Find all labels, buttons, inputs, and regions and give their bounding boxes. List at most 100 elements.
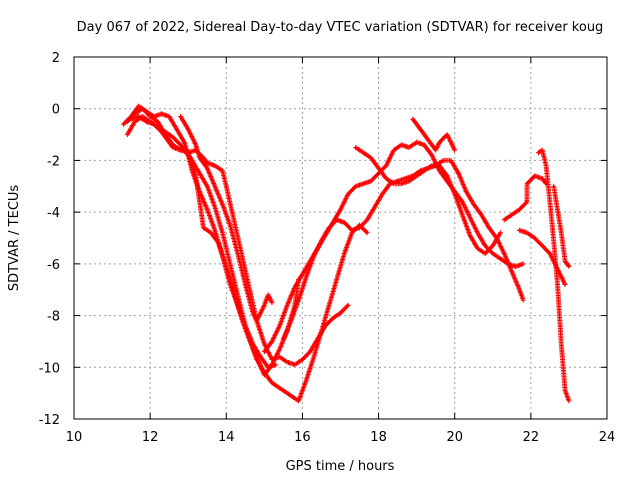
data-point	[370, 180, 372, 182]
data-point	[198, 157, 201, 159]
data-point	[297, 400, 300, 402]
data-point	[179, 115, 182, 118]
data-point	[229, 263, 231, 265]
data-point	[354, 146, 357, 149]
data-point	[149, 115, 151, 118]
series-arc-12	[536, 147, 572, 404]
data-point	[393, 149, 395, 151]
data-point	[301, 389, 304, 392]
data-point	[126, 133, 129, 136]
data-point	[438, 170, 441, 172]
data-point	[404, 177, 407, 180]
data-point	[244, 325, 247, 327]
data-point	[275, 363, 277, 366]
y-tick-labels: -12 -10 -8 -6 -4 -2 0 2	[39, 51, 60, 428]
data-point	[320, 330, 323, 332]
x-tick-label: 18	[370, 430, 387, 445]
data-point	[423, 144, 426, 146]
data-point	[278, 387, 281, 389]
data-point	[412, 118, 414, 120]
x-tick-label: 16	[294, 430, 311, 445]
data-point	[286, 392, 289, 394]
x-tick-label: 12	[142, 430, 159, 445]
data-point	[374, 206, 376, 208]
data-point	[503, 252, 506, 255]
data-point	[297, 299, 300, 301]
data-point	[179, 144, 182, 146]
data-point	[233, 291, 235, 294]
data-point	[244, 283, 247, 286]
x-tick-labels: 10 12 14 16 18 20 22 24	[66, 430, 616, 445]
data-point	[526, 232, 528, 234]
data-point	[450, 159, 452, 162]
data-point	[290, 319, 292, 322]
data-point	[141, 107, 144, 110]
data-point	[431, 154, 433, 157]
data-point	[240, 252, 243, 255]
data-point	[313, 356, 315, 358]
data-point	[206, 208, 209, 211]
series-markers	[128, 114, 370, 404]
data-point	[362, 151, 365, 154]
data-point	[370, 157, 372, 159]
data-point	[514, 265, 517, 268]
data-point	[351, 229, 353, 231]
data-point	[183, 146, 186, 149]
data-point	[198, 201, 201, 203]
data-point	[354, 185, 357, 188]
data-point	[423, 170, 426, 172]
data-point	[511, 270, 513, 273]
data-point	[225, 185, 228, 188]
series-markers	[121, 103, 279, 370]
data-point	[556, 283, 559, 286]
y-tick-label: -4	[47, 206, 60, 221]
data-point	[469, 216, 471, 219]
data-point	[438, 141, 441, 144]
series-arc-8	[353, 145, 503, 256]
data-point	[473, 203, 475, 206]
data-point	[480, 213, 483, 216]
data-point	[526, 182, 528, 185]
data-point	[259, 356, 262, 358]
data-point	[160, 113, 163, 115]
data-point	[221, 170, 224, 172]
data-point	[564, 283, 566, 286]
data-point	[130, 118, 132, 120]
data-point	[305, 276, 308, 278]
x-tick-label: 10	[66, 430, 83, 445]
data-point	[252, 348, 254, 351]
y-tick-label: -10	[39, 361, 60, 376]
data-point	[518, 208, 521, 211]
data-point	[526, 201, 528, 203]
data-point	[499, 232, 502, 234]
data-point	[499, 257, 502, 260]
data-point	[358, 226, 361, 229]
data-point	[301, 358, 304, 361]
data-point	[282, 338, 285, 340]
data-point	[332, 317, 334, 320]
data-point	[564, 389, 566, 392]
data-point	[157, 120, 159, 123]
data-point	[233, 219, 235, 221]
data-point	[210, 232, 212, 234]
data-point	[286, 361, 289, 363]
axis-ticks	[73, 56, 608, 420]
data-point	[400, 182, 403, 185]
data-point	[415, 141, 418, 144]
data-point	[347, 193, 349, 195]
data-point	[137, 105, 140, 107]
data-point	[393, 182, 395, 185]
data-point	[484, 245, 487, 247]
data-point	[202, 226, 205, 229]
data-point	[214, 164, 216, 167]
data-point	[255, 358, 258, 361]
data-point	[453, 193, 456, 195]
data-point	[320, 239, 323, 242]
series-arc-11	[516, 227, 568, 287]
x-axis-title: GPS time / hours	[286, 459, 395, 474]
data-point	[533, 237, 536, 239]
data-point	[377, 167, 380, 169]
data-point	[301, 273, 304, 276]
data-point	[294, 363, 296, 366]
data-point	[537, 151, 540, 154]
